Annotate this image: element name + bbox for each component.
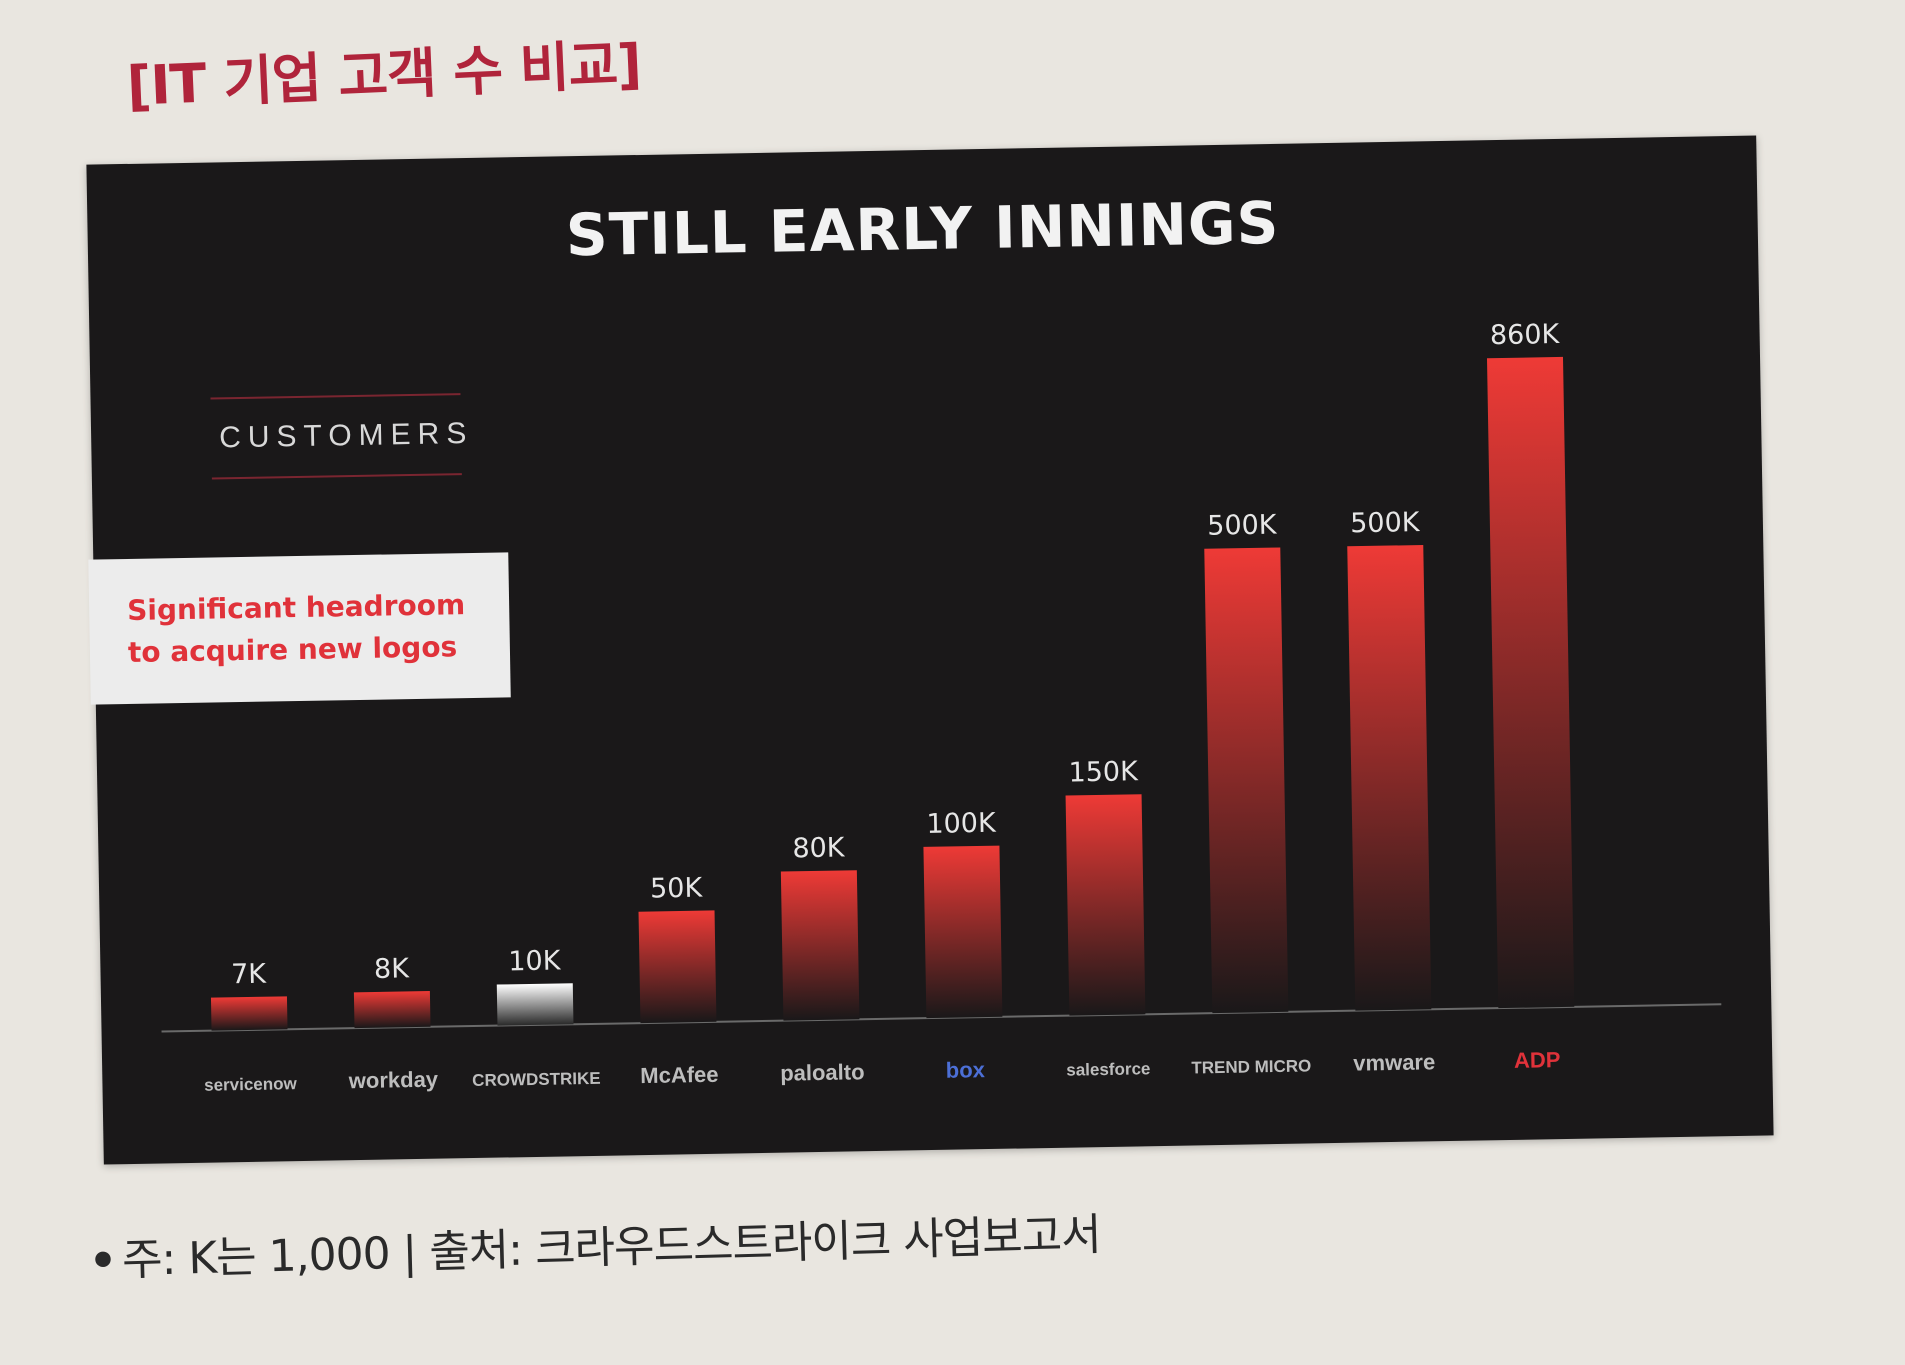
data-label: 100K xyxy=(926,808,997,840)
footnote: • 주: K는 1,000 | 출처: 크라우드스트라이크 사업보고서 xyxy=(88,1209,1102,1287)
bar xyxy=(1204,547,1289,1014)
data-label: 860K xyxy=(1490,319,1561,351)
page-title: [IT 기업 고객 수 비교] xyxy=(125,32,643,118)
bar xyxy=(638,910,717,1024)
bar xyxy=(210,996,288,1031)
category-label: salesforce xyxy=(1066,1059,1150,1079)
bar-chart: 7K servicenow 8K workday 10K CROWDSTRIKE 50K Mc… xyxy=(161,319,1722,1095)
bar xyxy=(1486,356,1575,1009)
bar xyxy=(1065,794,1146,1016)
category-label: McAfee xyxy=(640,1062,719,1088)
category-label: vmware xyxy=(1353,1049,1435,1075)
bar xyxy=(1347,544,1432,1011)
chart-panel: STILL EARLY INNINGS CUSTOMERS Significan… xyxy=(86,135,1774,1165)
category-label: box xyxy=(946,1057,986,1083)
category-label: servicenow xyxy=(204,1074,298,1095)
category-label: ADP xyxy=(1514,1047,1561,1073)
data-label: 150K xyxy=(1068,756,1139,788)
data-label: 50K xyxy=(650,873,704,905)
footnote-text: 주: K는 1,000 | 출처: 크라우드스트라이크 사업보고서 xyxy=(121,1209,1102,1287)
category-label: paloalto xyxy=(780,1059,865,1085)
data-label: 8K xyxy=(374,953,411,985)
bar xyxy=(353,991,431,1029)
data-label: 500K xyxy=(1350,507,1421,539)
bar xyxy=(923,845,1003,1019)
data-label: 10K xyxy=(508,945,562,977)
data-label: 7K xyxy=(231,959,268,991)
category-label: TREND MICRO xyxy=(1191,1056,1311,1077)
bar xyxy=(780,870,860,1021)
data-label: 500K xyxy=(1207,510,1278,542)
data-label: 80K xyxy=(792,832,846,864)
category-label: workday xyxy=(348,1067,439,1094)
category-label: CROWDSTRIKE xyxy=(472,1069,601,1090)
bar xyxy=(496,983,574,1026)
